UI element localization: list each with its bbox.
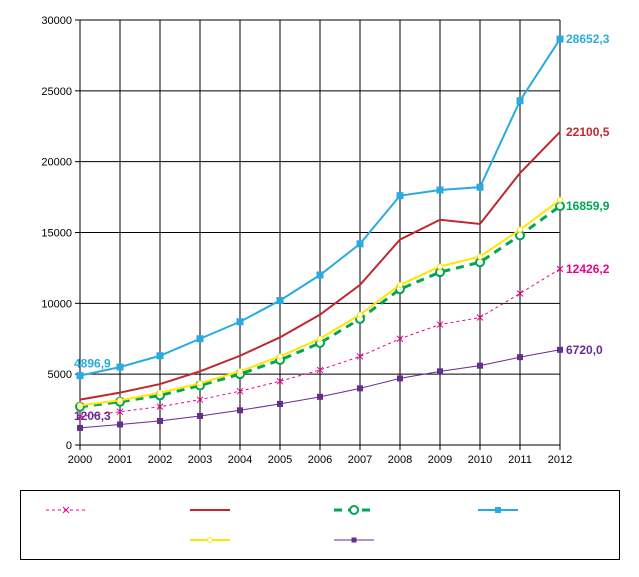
chart-svg: 2000 2001 2002 2003 2004 2005 2006 2007 2008 2009… bbox=[0, 0, 639, 490]
series-end-label: 16859,9 bbox=[566, 199, 610, 213]
y-tick-label: 0 bbox=[66, 440, 72, 452]
x-tick-label: 2009 bbox=[428, 454, 452, 466]
legend-item-green bbox=[334, 503, 450, 517]
x-tick-label: 2008 bbox=[388, 454, 412, 466]
series-end-label: 22100,5 bbox=[566, 125, 610, 139]
legend-item-red bbox=[190, 503, 306, 517]
y-tick-label: 15000 bbox=[41, 228, 72, 240]
x-tick-label: 2012 bbox=[548, 454, 572, 466]
legend-swatch bbox=[334, 503, 374, 517]
grid bbox=[80, 20, 560, 445]
series-green: 16859,9 bbox=[76, 199, 610, 411]
x-tick-label: 2003 bbox=[188, 454, 212, 466]
legend-swatch bbox=[46, 503, 86, 517]
series-purple: 1206,3 6720,0 bbox=[74, 343, 603, 431]
series-start-label: 1206,3 bbox=[74, 409, 111, 423]
x-tick-label: 2000 bbox=[68, 454, 92, 466]
series-end-label: 6720,0 bbox=[566, 343, 603, 357]
legend-swatch bbox=[190, 533, 230, 547]
x-tick-label: 2006 bbox=[308, 454, 332, 466]
legend-item-purple bbox=[334, 533, 450, 547]
series-end-label: 28652,3 bbox=[566, 32, 610, 46]
y-tick-label: 25000 bbox=[41, 86, 72, 98]
x-tick-label: 2004 bbox=[228, 454, 252, 466]
legend-swatch bbox=[478, 503, 518, 517]
x-tick-label: 2011 bbox=[508, 454, 532, 466]
y-tick-label: 20000 bbox=[41, 157, 72, 169]
x-tick-label: 2010 bbox=[468, 454, 492, 466]
y-tick-label: 30000 bbox=[41, 15, 72, 27]
legend-swatch bbox=[190, 503, 230, 517]
line-chart: 2000 2001 2002 2003 2004 2005 2006 2007 2008 2009… bbox=[0, 0, 639, 577]
legend-swatch bbox=[334, 533, 374, 547]
legend-item-yellow bbox=[190, 533, 306, 547]
x-tick-label: 2007 bbox=[348, 454, 372, 466]
x-tick-label: 2002 bbox=[148, 454, 172, 466]
series-start-label: 4896,9 bbox=[74, 357, 111, 371]
series-end-label: 12426,2 bbox=[566, 262, 610, 276]
x-tick-label: 2005 bbox=[268, 454, 292, 466]
legend-item-blue bbox=[478, 503, 594, 517]
x-tick-label: 2001 bbox=[108, 454, 132, 466]
y-tick-label: 10000 bbox=[41, 298, 72, 310]
y-tick-label: 5000 bbox=[48, 369, 72, 381]
chart-legend bbox=[20, 490, 620, 560]
legend-item-magenta bbox=[46, 503, 162, 517]
